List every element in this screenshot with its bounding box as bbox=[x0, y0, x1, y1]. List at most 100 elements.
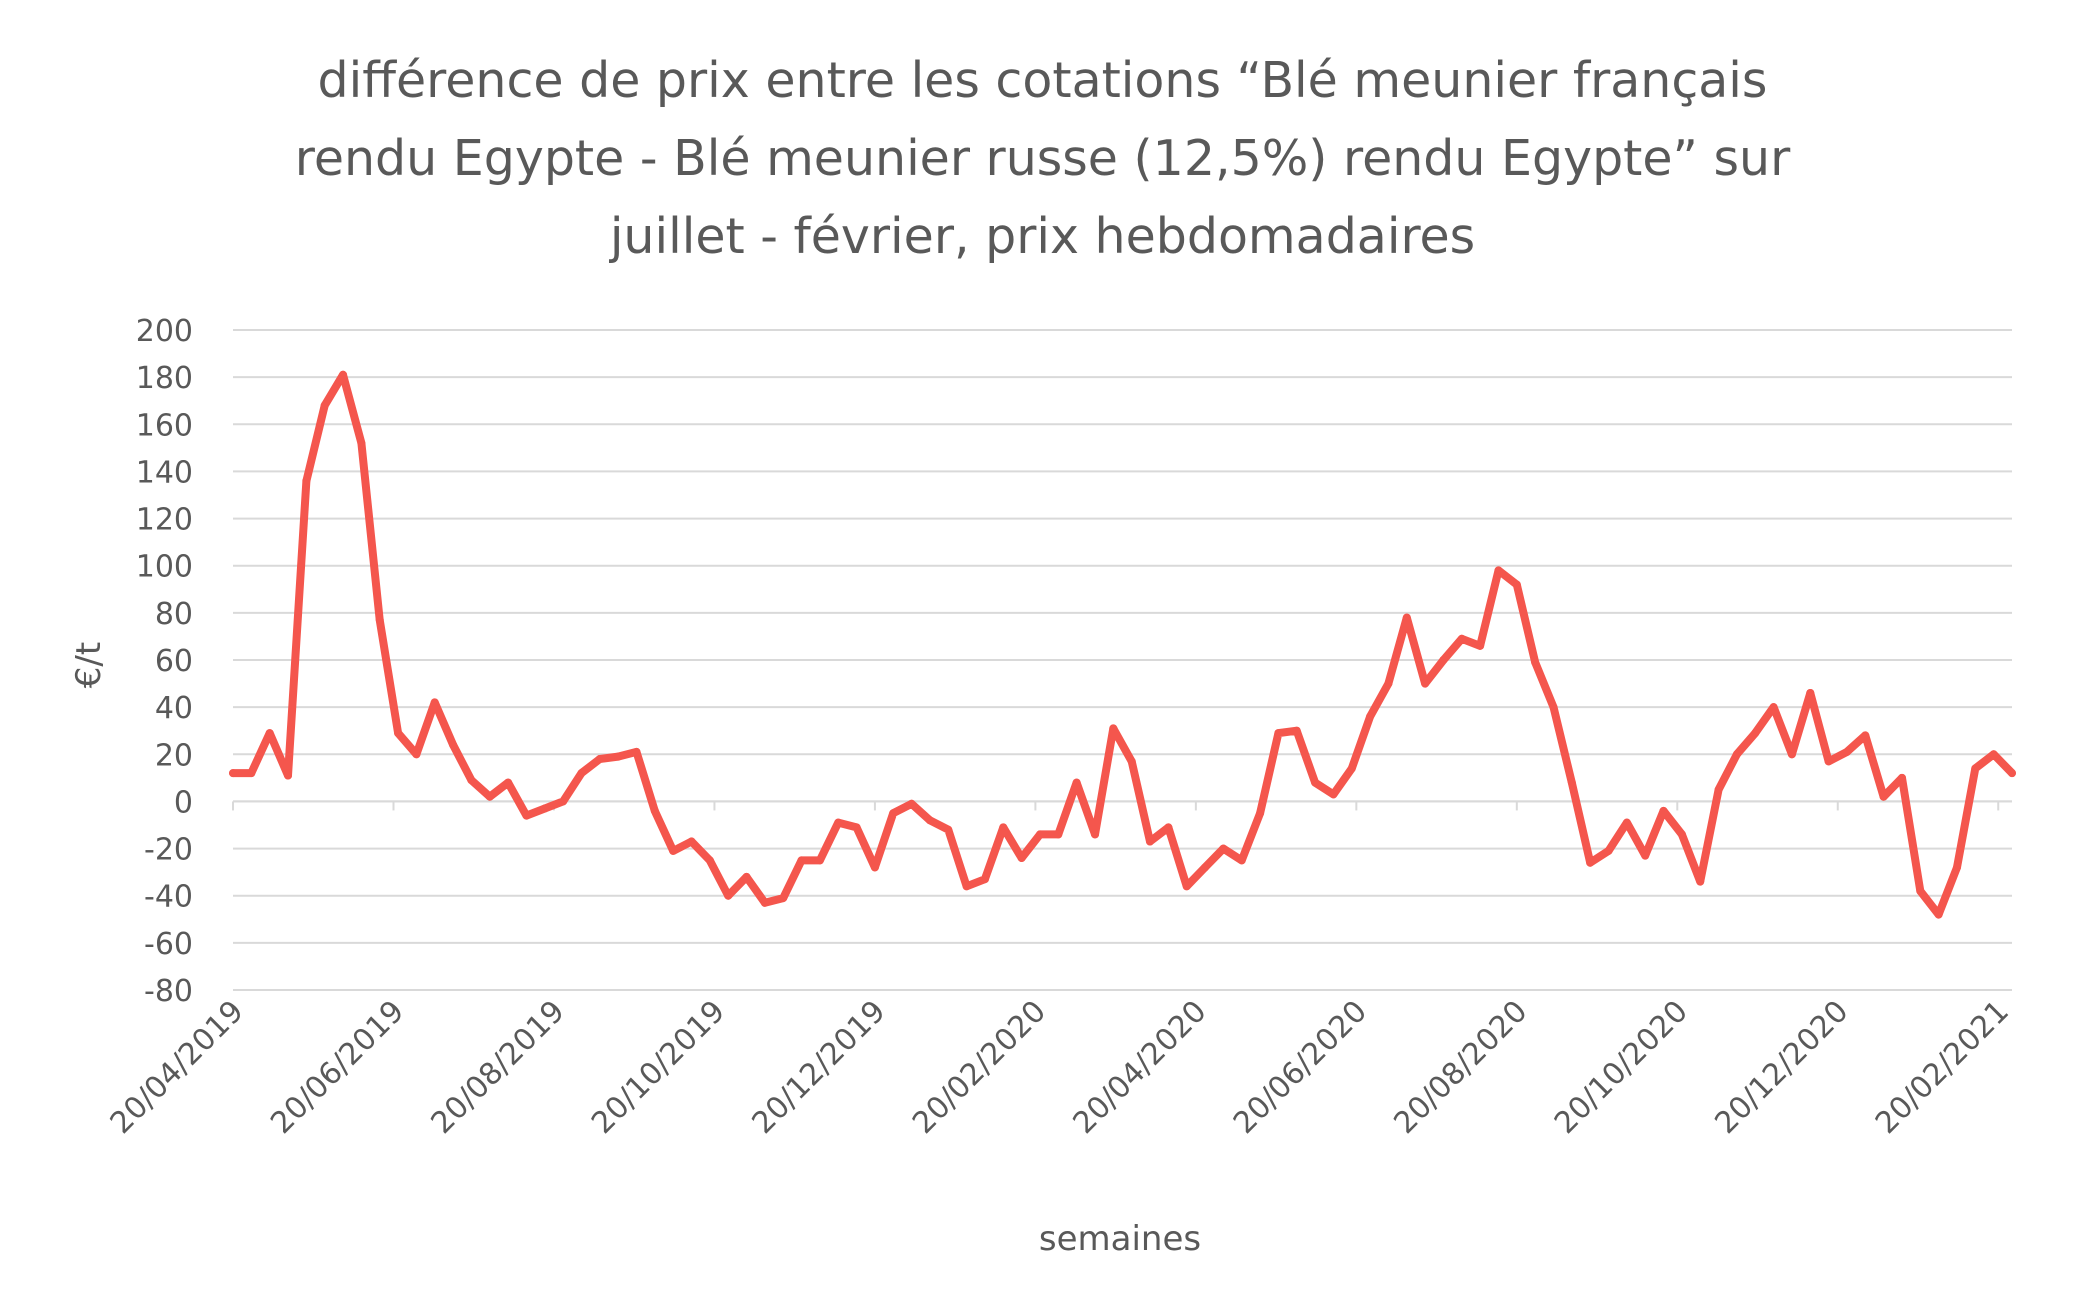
data-point bbox=[1256, 809, 1265, 818]
y-tick-label-20: 20 bbox=[155, 738, 193, 773]
data-point bbox=[1916, 887, 1925, 895]
y-tick-label-200: 200 bbox=[136, 314, 193, 349]
x-tick-label: 20/02/2020 bbox=[906, 994, 1053, 1141]
data-point bbox=[595, 755, 604, 763]
data-point bbox=[1879, 792, 1888, 801]
data-point bbox=[999, 823, 1008, 832]
data-point bbox=[339, 370, 348, 379]
data-point bbox=[1897, 773, 1906, 782]
data-point bbox=[760, 898, 769, 907]
chart-title-line-3: juillet - février, prix hebdomadaires bbox=[609, 208, 1476, 265]
data-point bbox=[1677, 830, 1686, 839]
x-axis-ticks: 20/04/2019 20/06/2019 20/08/2019 20/10/2019… bbox=[104, 994, 2016, 1141]
data-point bbox=[265, 729, 274, 738]
x-tick-label: 20/02/2021 bbox=[1869, 994, 2016, 1141]
data-point bbox=[889, 809, 898, 818]
data-point bbox=[1769, 703, 1778, 712]
data-point bbox=[1494, 566, 1503, 575]
data-point bbox=[925, 816, 934, 825]
data-point bbox=[1311, 778, 1320, 787]
series-layer bbox=[229, 370, 2016, 919]
data-point bbox=[522, 811, 531, 820]
data-point bbox=[962, 882, 971, 891]
data-point bbox=[284, 771, 293, 780]
data-point bbox=[430, 698, 439, 707]
data-point bbox=[797, 856, 806, 865]
x-tick-label: 20/08/2020 bbox=[1387, 994, 1534, 1141]
data-point bbox=[467, 776, 476, 785]
data-point bbox=[1732, 750, 1741, 759]
data-point bbox=[944, 825, 953, 834]
data-point bbox=[1457, 634, 1466, 643]
y-tick-label--80: -80 bbox=[144, 974, 193, 1009]
x-tick-label: 20/04/2020 bbox=[1066, 994, 1213, 1141]
data-point bbox=[1952, 863, 1961, 872]
y-tick-label-40: 40 bbox=[155, 691, 193, 726]
data-point bbox=[834, 818, 843, 827]
y-tick-label-140: 140 bbox=[136, 455, 193, 490]
data-point bbox=[1439, 656, 1448, 664]
data-point bbox=[357, 439, 366, 448]
x-tick-label: 20/12/2019 bbox=[746, 994, 893, 1141]
y-tick-label-100: 100 bbox=[136, 550, 193, 585]
data-point bbox=[1641, 851, 1650, 860]
data-point bbox=[1090, 830, 1099, 839]
x-tick-label: 20/06/2020 bbox=[1227, 994, 1374, 1141]
data-point bbox=[742, 872, 751, 881]
data-point bbox=[1714, 785, 1723, 794]
data-point bbox=[1421, 679, 1430, 688]
data-point bbox=[1622, 818, 1631, 827]
data-point bbox=[1072, 778, 1081, 787]
data-point bbox=[669, 846, 678, 855]
chart-title-line-1: différence de prix entre les cotations “… bbox=[317, 52, 1768, 109]
x-tick-label: 20/06/2019 bbox=[264, 994, 411, 1141]
data-point bbox=[815, 856, 824, 865]
y-tick-label--20: -20 bbox=[144, 833, 193, 868]
data-point bbox=[320, 401, 329, 410]
gridlines bbox=[233, 329, 2012, 991]
data-point bbox=[412, 750, 421, 759]
data-point bbox=[1164, 823, 1173, 832]
data-point bbox=[980, 875, 989, 884]
data-point bbox=[540, 804, 549, 813]
data-point bbox=[1109, 724, 1118, 733]
y-tick-label--40: -40 bbox=[144, 880, 193, 915]
data-point bbox=[1751, 729, 1760, 738]
y-tick-label-160: 160 bbox=[136, 408, 193, 443]
data-point bbox=[779, 894, 788, 903]
data-point bbox=[1531, 658, 1540, 667]
data-point bbox=[1934, 910, 1943, 919]
data-point bbox=[1842, 747, 1851, 756]
data-point bbox=[577, 769, 586, 778]
data-point bbox=[559, 797, 568, 806]
x-tick-label: 20/10/2019 bbox=[585, 994, 732, 1141]
y-tick-label-80: 80 bbox=[155, 597, 193, 632]
data-point bbox=[705, 856, 714, 865]
x-axis-title: semaines bbox=[1039, 1219, 1201, 1259]
data-point bbox=[650, 806, 659, 815]
data-point bbox=[449, 740, 458, 749]
data-point bbox=[1384, 679, 1393, 688]
y-axis-title: €/t bbox=[69, 642, 109, 688]
data-point bbox=[1292, 726, 1301, 735]
data-point bbox=[870, 863, 879, 872]
data-point bbox=[485, 792, 494, 801]
x-tick-label: 20/10/2020 bbox=[1548, 994, 1695, 1141]
data-point bbox=[504, 778, 513, 787]
data-point bbox=[1696, 877, 1705, 886]
data-point bbox=[1127, 757, 1136, 766]
chart-title: différence de prix entre les cotations “… bbox=[0, 42, 2085, 276]
data-point bbox=[1604, 846, 1613, 855]
data-point bbox=[1989, 750, 1998, 759]
data-point bbox=[1586, 858, 1595, 867]
data-point bbox=[2008, 769, 2016, 778]
data-point bbox=[724, 891, 733, 900]
data-point bbox=[614, 752, 623, 761]
data-point bbox=[852, 823, 861, 832]
data-point bbox=[1402, 613, 1411, 622]
data-point bbox=[1274, 729, 1283, 738]
data-point bbox=[1017, 854, 1026, 862]
data-point bbox=[1787, 750, 1796, 759]
